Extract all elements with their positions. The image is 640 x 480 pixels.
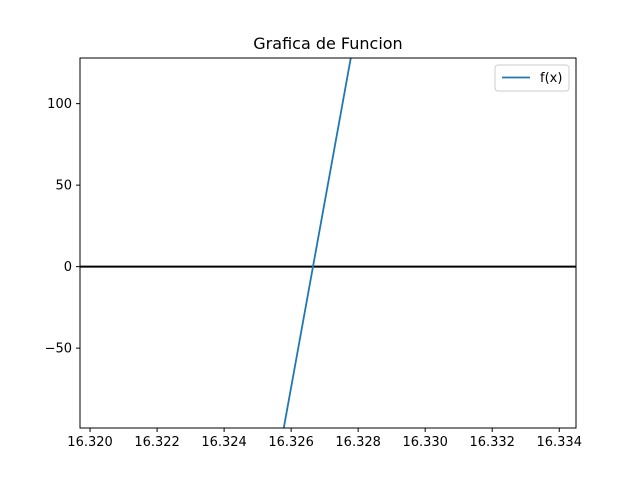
y-tick-label: 50 xyxy=(55,179,72,194)
x-tick-label: 16.322 xyxy=(134,435,180,450)
chart-title: Grafica de Funcion xyxy=(253,34,402,53)
plot-frame xyxy=(79,57,577,429)
legend-label-f-x: f(x) xyxy=(540,71,562,86)
x-tick-label: 16.324 xyxy=(201,435,247,450)
legend-box xyxy=(494,64,570,92)
series-lines xyxy=(282,58,352,428)
x-tick-label: 16.334 xyxy=(536,435,582,450)
y-tick-label: −50 xyxy=(45,342,72,357)
x-tick-label: 16.328 xyxy=(335,435,381,450)
y-axis-ticks: −50 0 50 100 xyxy=(45,97,80,357)
legend: f(x) xyxy=(494,64,570,92)
x-axis-ticks: 16.320 16.322 16.324 16.326 16.328 16.330 16.3… xyxy=(67,428,582,450)
plot-area-background xyxy=(80,58,576,428)
x-tick-label: 16.330 xyxy=(402,435,448,450)
y-tick-label: 0 xyxy=(64,260,72,275)
x-tick-label: 16.332 xyxy=(469,435,515,450)
y-tick-label: 100 xyxy=(47,97,72,112)
x-tick-label: 16.326 xyxy=(268,435,314,450)
series-line-f-x xyxy=(282,58,352,428)
x-tick-label: 16.320 xyxy=(67,435,113,450)
